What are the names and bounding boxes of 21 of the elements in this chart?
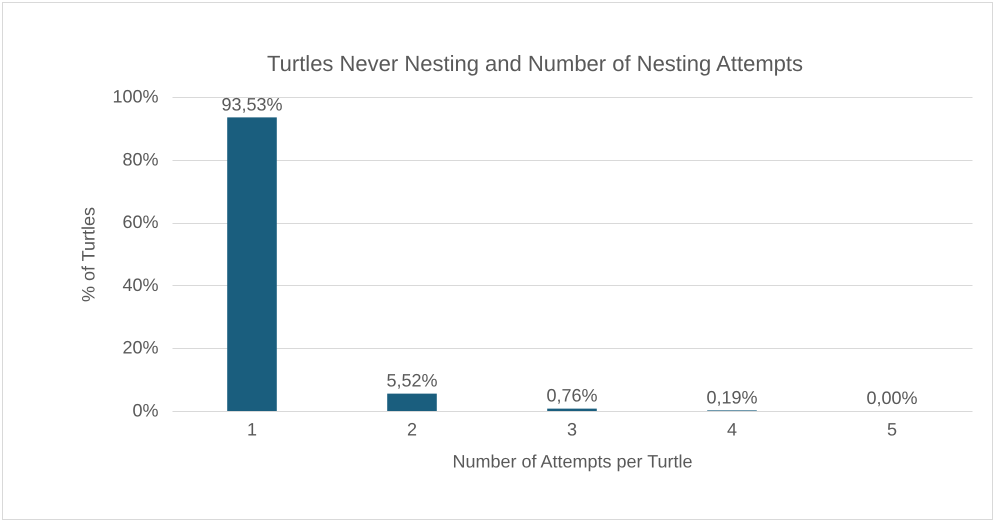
y-tick-label: 60% (122, 212, 158, 232)
y-tick-label: 20% (122, 338, 158, 358)
bar (227, 117, 277, 411)
y-tick-label: 0% (132, 400, 158, 420)
y-tick-label: 100% (112, 86, 158, 106)
x-tick-label: 2 (406, 420, 418, 440)
y-tick-label: 40% (122, 274, 158, 295)
x-tick-label: 5 (886, 420, 898, 440)
chart-title: Turtles Never Nesting and Number of Nesting Attempts (267, 51, 803, 76)
data-label: 0,76% (546, 386, 598, 406)
x-tick-label: 1 (246, 420, 258, 440)
x-tick-label: 4 (726, 420, 738, 440)
bar (387, 394, 437, 411)
data-label: 5,52% (386, 370, 438, 391)
x-tick-label: 3 (566, 420, 578, 440)
y-axis-title: % of Turtles (78, 206, 98, 302)
data-label: 93,53% (221, 94, 283, 114)
x-axis-title: Number of Attempts per Turtle (452, 452, 693, 472)
data-label: 0,19% (706, 387, 758, 408)
data-label: 0,00% (866, 388, 918, 408)
y-tick-label: 80% (122, 149, 158, 170)
